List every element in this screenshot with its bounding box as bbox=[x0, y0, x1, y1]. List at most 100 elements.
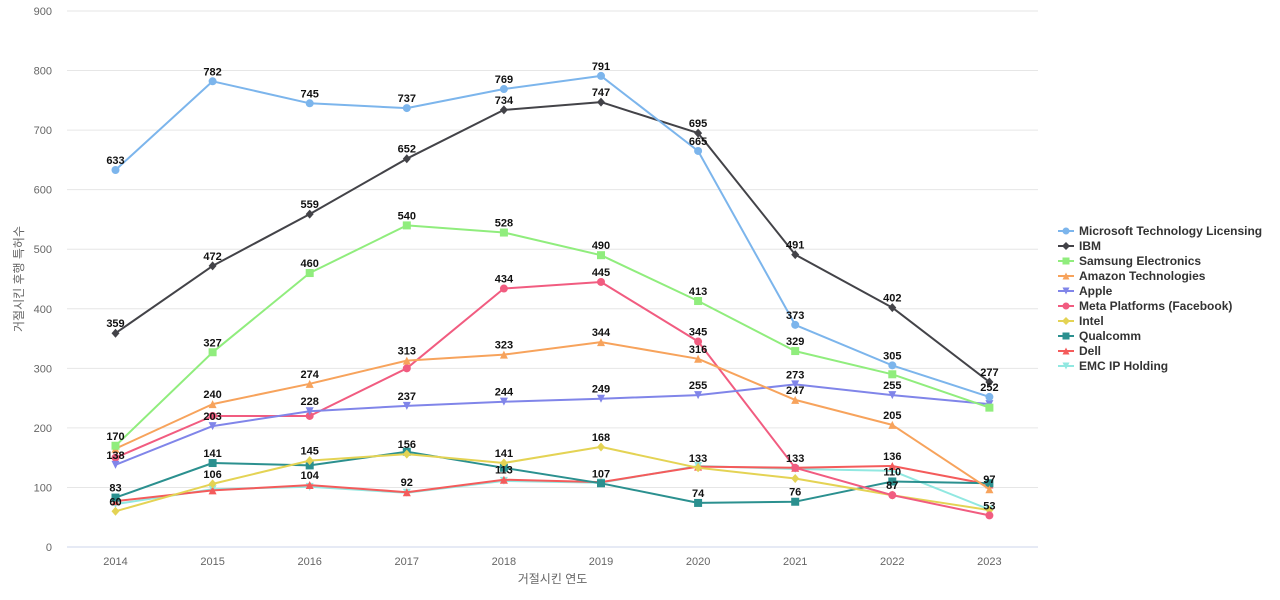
y-axis-title: 거절시킨 후행 특허수 bbox=[11, 226, 26, 332]
legend-label: Meta Platforms (Facebook) bbox=[1079, 298, 1233, 313]
data-point bbox=[791, 250, 800, 260]
data-point bbox=[791, 497, 800, 506]
data-point bbox=[499, 85, 508, 94]
x-tick-label: 2014 bbox=[103, 556, 127, 568]
data-label: 769 bbox=[495, 74, 513, 86]
legend-swatch-marker bbox=[1062, 347, 1070, 354]
data-point bbox=[208, 422, 217, 431]
data-label: 373 bbox=[786, 310, 804, 322]
legend-item[interactable]: Meta Platforms (Facebook) bbox=[1058, 298, 1278, 313]
data-label: 228 bbox=[301, 396, 319, 408]
data-point bbox=[499, 397, 508, 406]
data-label: 240 bbox=[203, 389, 221, 401]
legend-item[interactable]: Qualcomm bbox=[1058, 328, 1278, 343]
data-label: 528 bbox=[495, 218, 513, 230]
data-label: 633 bbox=[106, 155, 124, 167]
y-tick-label: 500 bbox=[34, 244, 52, 256]
x-axis-title: 거절시킨 연도 bbox=[518, 572, 588, 586]
data-point bbox=[305, 407, 314, 416]
legend-label: EMC IP Holding bbox=[1079, 358, 1169, 373]
data-label: 434 bbox=[495, 274, 514, 286]
legend-item[interactable]: IBM bbox=[1058, 238, 1278, 253]
data-label: 110 bbox=[883, 466, 901, 478]
data-point bbox=[888, 370, 897, 379]
y-tick-label: 300 bbox=[34, 363, 52, 375]
legend-item[interactable]: Apple bbox=[1058, 283, 1278, 298]
data-label: 737 bbox=[398, 93, 416, 105]
legend-swatch-marker bbox=[1062, 241, 1070, 250]
legend-item[interactable]: Microsoft Technology Licensing bbox=[1058, 223, 1278, 238]
y-tick-label: 600 bbox=[34, 185, 52, 197]
legend-label: Qualcomm bbox=[1079, 328, 1142, 343]
data-label: 277 bbox=[980, 367, 998, 379]
data-point bbox=[208, 77, 217, 86]
legend-item[interactable]: Intel bbox=[1058, 313, 1278, 328]
legend-item[interactable]: EMC IP Holding bbox=[1058, 358, 1278, 373]
data-point bbox=[985, 392, 994, 401]
series-samsung-electronics bbox=[111, 221, 994, 450]
data-point bbox=[111, 166, 120, 175]
data-label: 665 bbox=[689, 136, 707, 148]
x-tick-label: 2023 bbox=[977, 556, 1001, 568]
data-label: 145 bbox=[301, 446, 319, 458]
data-point bbox=[208, 261, 217, 271]
data-point bbox=[791, 395, 800, 404]
series-microsoft-technology-licensing bbox=[111, 71, 994, 401]
y-tick-label: 200 bbox=[34, 423, 52, 435]
data-label: 106 bbox=[203, 469, 221, 481]
data-point bbox=[111, 506, 120, 516]
legend-swatch bbox=[1058, 302, 1074, 309]
data-label: 92 bbox=[401, 477, 413, 489]
data-labels: 633 782 745 737 769 791 665 373 305 252 359 472 559 6… bbox=[106, 61, 998, 513]
x-tick-label: 2022 bbox=[880, 556, 904, 568]
legend-item[interactable]: Amazon Technologies bbox=[1058, 268, 1278, 283]
data-point bbox=[499, 105, 508, 115]
legend-item[interactable]: Samsung Electronics bbox=[1058, 253, 1278, 268]
data-point bbox=[305, 411, 314, 420]
data-point bbox=[985, 403, 994, 412]
data-label: 652 bbox=[398, 144, 416, 156]
legend-swatch-marker bbox=[1062, 316, 1070, 325]
data-label: 327 bbox=[203, 337, 221, 349]
data-label: 74 bbox=[692, 488, 705, 500]
data-label: 445 bbox=[592, 267, 610, 279]
data-point bbox=[402, 104, 411, 113]
data-point bbox=[597, 394, 605, 403]
data-point bbox=[888, 361, 897, 370]
data-point bbox=[208, 486, 217, 495]
data-label: 359 bbox=[106, 318, 124, 330]
legend-swatch bbox=[1058, 227, 1074, 234]
data-point bbox=[888, 462, 897, 471]
legend-item[interactable]: Dell bbox=[1058, 343, 1278, 358]
data-label: 87 bbox=[886, 480, 898, 492]
data-point bbox=[597, 277, 605, 286]
data-point bbox=[694, 146, 703, 155]
data-point bbox=[791, 380, 800, 389]
y-axis-ticks: 0 100 200 300 400 500 600 700 800 900 bbox=[34, 6, 52, 554]
data-label: 316 bbox=[689, 344, 707, 356]
data-point bbox=[402, 401, 411, 410]
data-point bbox=[791, 474, 800, 484]
data-point bbox=[208, 459, 217, 468]
data-point bbox=[111, 460, 120, 469]
data-label: 104 bbox=[301, 470, 320, 482]
data-label: 107 bbox=[592, 468, 610, 480]
data-point bbox=[305, 379, 314, 388]
data-label: 255 bbox=[689, 380, 707, 392]
data-point bbox=[888, 420, 897, 429]
series-line bbox=[114, 383, 991, 466]
series-ibm bbox=[111, 97, 994, 387]
data-point bbox=[597, 251, 605, 260]
data-point bbox=[111, 493, 120, 502]
legend-label: Intel bbox=[1079, 313, 1104, 328]
data-label: 53 bbox=[983, 500, 995, 512]
x-tick-label: 2020 bbox=[686, 556, 710, 568]
data-label: 205 bbox=[883, 410, 901, 422]
data-label: 170 bbox=[106, 431, 124, 443]
series-line bbox=[114, 445, 991, 513]
legend-swatch bbox=[1058, 272, 1074, 279]
data-label: 782 bbox=[203, 66, 221, 78]
data-label: 252 bbox=[980, 382, 998, 394]
data-point bbox=[111, 328, 120, 338]
